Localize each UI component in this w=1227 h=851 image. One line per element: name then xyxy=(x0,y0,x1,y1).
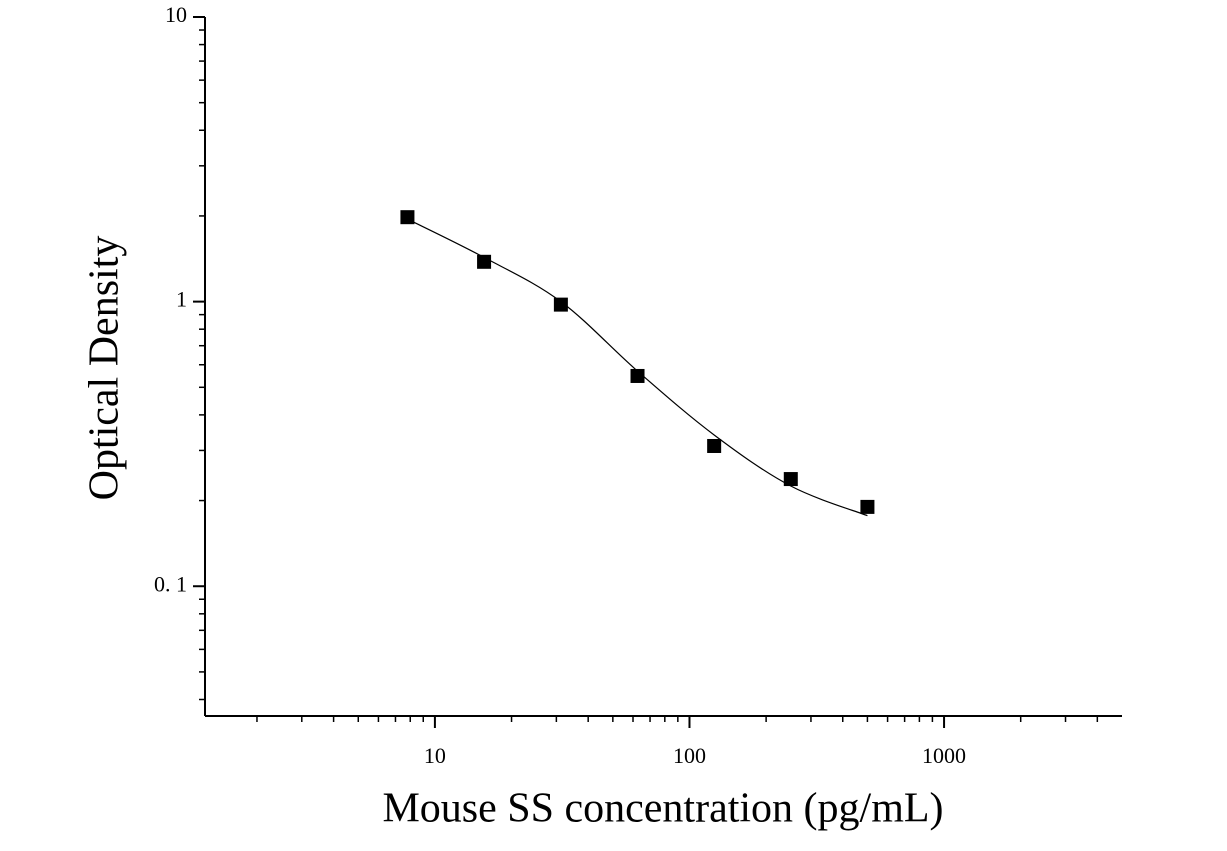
x-tick-label: 10 xyxy=(424,743,446,768)
x-axis-title: Mouse SS concentration (pg/mL) xyxy=(382,786,943,832)
data-point xyxy=(783,472,798,487)
data-point xyxy=(477,254,492,269)
data-point xyxy=(707,438,722,453)
data-point xyxy=(630,368,645,383)
y-tick-label: 10 xyxy=(165,2,187,27)
x-tick-label: 100 xyxy=(673,743,706,768)
data-point xyxy=(553,297,568,312)
data-point xyxy=(860,499,875,514)
y-tick-label: 0. 1 xyxy=(154,571,187,596)
x-tick-label: 1000 xyxy=(922,743,966,768)
y-tick-label: 1 xyxy=(176,287,187,312)
fit-curve xyxy=(407,218,868,517)
y-axis-title: Optical Density xyxy=(82,236,128,501)
